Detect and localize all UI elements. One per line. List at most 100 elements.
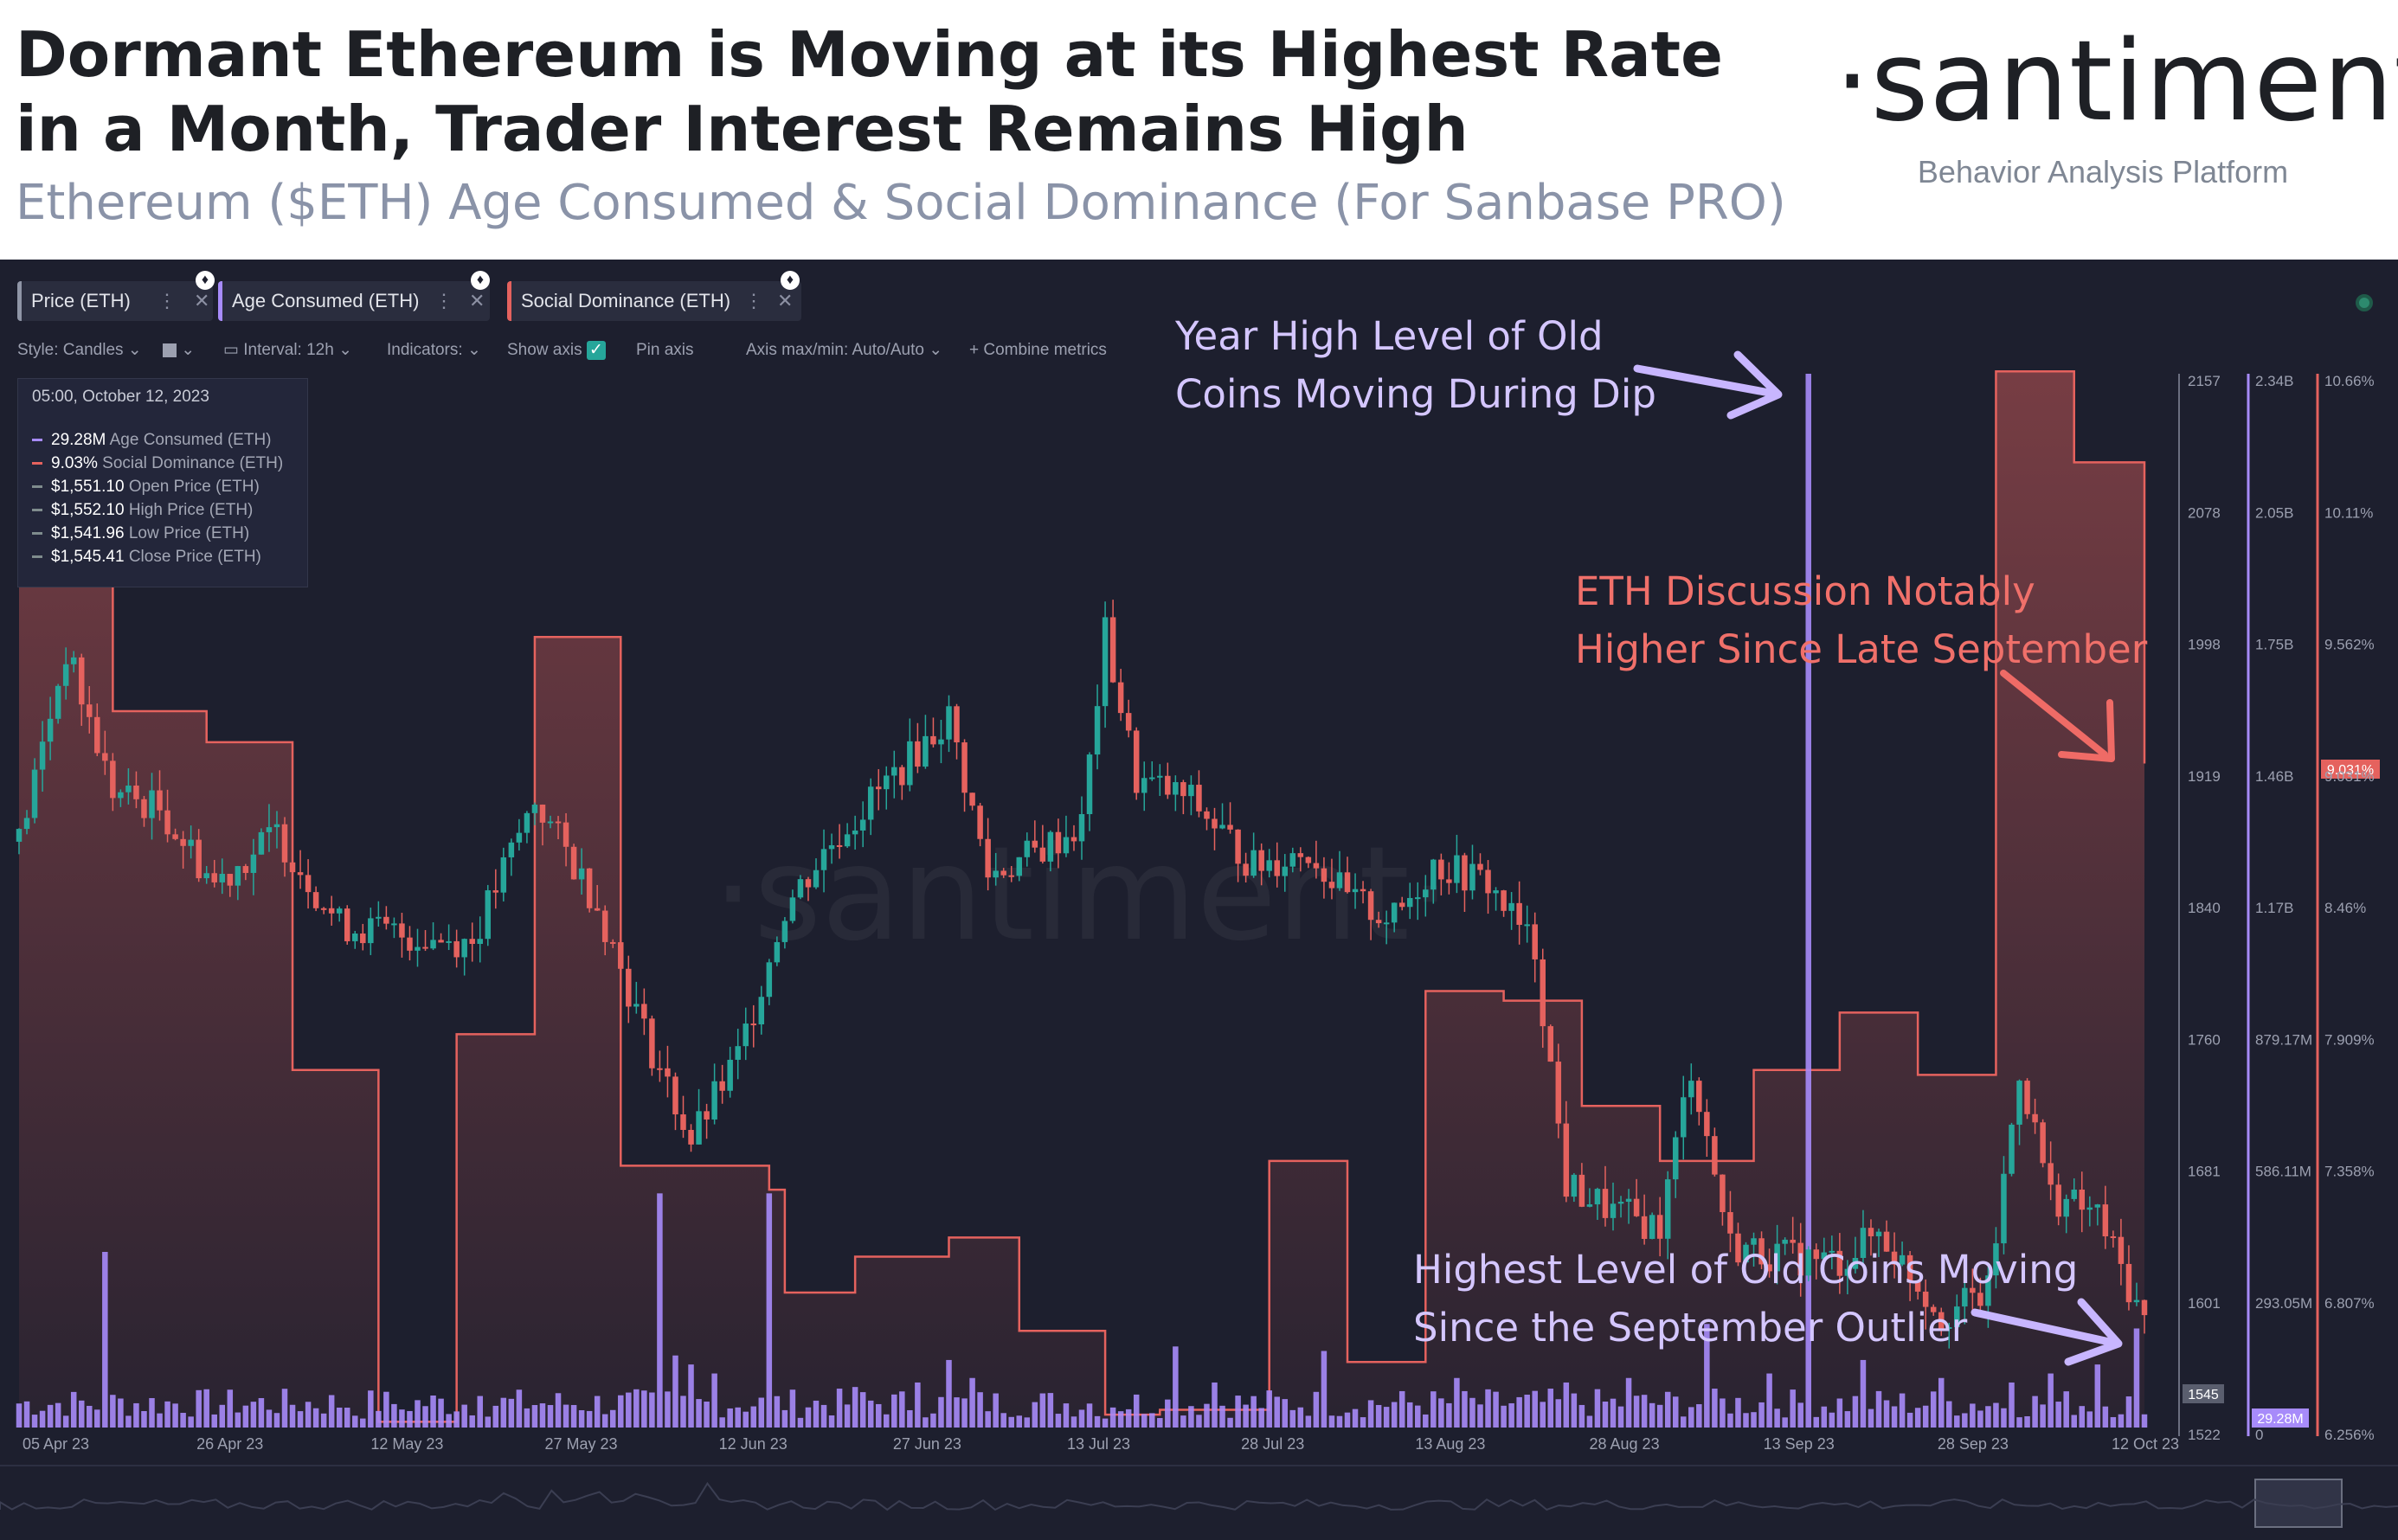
age-consumed-bar	[203, 1389, 209, 1428]
metric-chip-social-dominance[interactable]: Social Dominance (ETH) ⋮ ✕ ♦	[507, 271, 801, 321]
price-candle	[1805, 1246, 1811, 1281]
age-consumed-bar	[758, 1397, 765, 1428]
age-consumed-bar	[1758, 1402, 1765, 1428]
age-consumed-bar	[1852, 1396, 1859, 1428]
age-consumed-bar	[1508, 1402, 1514, 1428]
price-candle	[1109, 600, 1116, 683]
age-consumed-bar	[672, 1355, 678, 1428]
age-consumed-bar	[1141, 1414, 1148, 1428]
age-consumed-bar	[1993, 1402, 1999, 1428]
age-consumed-bar	[547, 1404, 554, 1428]
price-candle	[954, 703, 960, 760]
color-dropdown[interactable]: ⌄	[163, 337, 195, 363]
annotation-line: Highest Level of Old Coins Moving	[1413, 1247, 2079, 1293]
age-consumed-bar	[1954, 1415, 1960, 1428]
style-dropdown[interactable]: Style: Candles ⌄	[17, 337, 142, 363]
price-candle	[688, 1124, 694, 1152]
age-consumed-bar	[1360, 1417, 1366, 1428]
age-consumed-bar	[516, 1389, 523, 1428]
age-consumed-bar	[55, 1402, 61, 1428]
age-consumed-bar	[884, 1414, 890, 1428]
age-consumed-bar	[727, 1408, 733, 1428]
price-candle	[1047, 830, 1054, 872]
ethereum-icon: ♦	[196, 271, 215, 290]
price-candle	[1094, 684, 1101, 770]
price-candle	[1891, 1232, 1898, 1279]
combine-metrics-button[interactable]: + Combine metrics	[969, 337, 1107, 363]
age-consumed-bar	[524, 1408, 530, 1428]
age-consumed-bar	[1985, 1406, 1991, 1428]
age-consumed-bar	[391, 1403, 397, 1428]
price-candle	[1712, 1127, 1718, 1177]
price-candle	[1720, 1174, 1726, 1226]
price-candle	[961, 739, 968, 812]
interval-dropdown[interactable]: ▭ Interval: 12h ⌄	[223, 337, 352, 363]
price-candle	[1852, 1236, 1859, 1274]
price-candle	[289, 847, 296, 882]
age-consumed-bar	[70, 1391, 77, 1428]
price-candle	[328, 895, 335, 926]
navigator-overview[interactable]	[0, 1465, 2398, 1528]
pin-axis-button[interactable]: Pin axis	[636, 341, 694, 359]
age-consumed-bar	[1188, 1406, 1194, 1428]
chip-close-icon[interactable]: ✕	[777, 290, 794, 311]
age-consumed-bar	[1727, 1413, 1733, 1428]
age-consumed-bar	[1266, 1390, 1272, 1428]
checkbox-checked-icon[interactable]: ✓	[586, 340, 606, 360]
x-axis-tick: 27 May 23	[545, 1435, 618, 1453]
age-consumed-bar	[704, 1402, 710, 1428]
price-candle	[1204, 807, 1210, 831]
age-consumed-bar	[1039, 1393, 1046, 1428]
age-consumed-bar	[1446, 1402, 1452, 1428]
chip-menu-icon[interactable]: ⋮	[158, 290, 177, 311]
age-consumed-bar	[1423, 1414, 1429, 1428]
axis-minmax-dropdown[interactable]: Axis max/min: Auto/Auto ⌄	[746, 337, 942, 363]
show-axis-toggle[interactable]: Show axis ✓	[507, 337, 606, 363]
series-swatch	[32, 532, 42, 536]
chip-close-icon[interactable]: ✕	[194, 290, 210, 311]
chevron-down-icon: ⌄	[929, 341, 943, 359]
age-consumed-bar	[1336, 1415, 1343, 1428]
age-consumed-bar	[422, 1406, 428, 1428]
price-candle	[828, 833, 835, 864]
age-consumed-bar	[1367, 1400, 1374, 1428]
price-candle	[1743, 1242, 1749, 1264]
chip-menu-icon[interactable]: ⋮	[744, 290, 763, 311]
age-consumed-bar	[609, 1409, 616, 1428]
price-candle	[1446, 862, 1452, 895]
social-dominance-axis-tick: 10.66%	[2324, 373, 2375, 389]
price-candle	[1008, 866, 1014, 882]
price-candle	[141, 796, 147, 827]
price-candle	[1133, 727, 1140, 800]
price-candle	[360, 923, 366, 951]
age-consumed-bar	[1532, 1390, 1538, 1428]
price-candle	[1258, 843, 1264, 886]
metric-chip-age-consumed[interactable]: Age Consumed (ETH) ⋮ ✕ ♦	[218, 271, 490, 321]
price-candle	[2118, 1218, 2125, 1286]
age-consumed-bar	[626, 1392, 632, 1428]
price-candle	[1586, 1188, 1593, 1208]
age-consumed-bar	[196, 1389, 202, 1428]
price-candle	[203, 865, 209, 884]
age-consumed-bar	[31, 1415, 38, 1428]
age-consumed-bar	[164, 1401, 170, 1428]
price-candle	[1930, 1304, 1937, 1316]
hover-tooltip: 05:00, October 12, 2023 29.28M Age Consu…	[17, 378, 308, 587]
year-high-arrowhead	[1726, 350, 1783, 420]
age-consumed-bar	[1383, 1407, 1390, 1428]
price-candle	[1406, 882, 1413, 920]
metric-chip-price[interactable]: Price (ETH) ⋮ ✕ ♦	[17, 271, 215, 321]
chip-menu-icon[interactable]: ⋮	[434, 290, 453, 311]
price-candle	[281, 817, 288, 877]
age-consumed-bar	[1282, 1399, 1289, 1428]
header: Dormant Ethereum is Moving at its Highes…	[0, 0, 2398, 260]
price-candle	[601, 905, 608, 956]
price-candle	[94, 703, 100, 756]
chip-close-icon[interactable]: ✕	[469, 290, 485, 311]
series-swatch	[32, 439, 42, 442]
age-consumed-bar	[2048, 1373, 2054, 1428]
age-consumed-bar	[1070, 1416, 1077, 1428]
age-consumed-bar	[344, 1408, 350, 1428]
indicators-dropdown[interactable]: Indicators: ⌄	[387, 337, 481, 363]
age-consumed-bar	[2001, 1408, 2007, 1428]
